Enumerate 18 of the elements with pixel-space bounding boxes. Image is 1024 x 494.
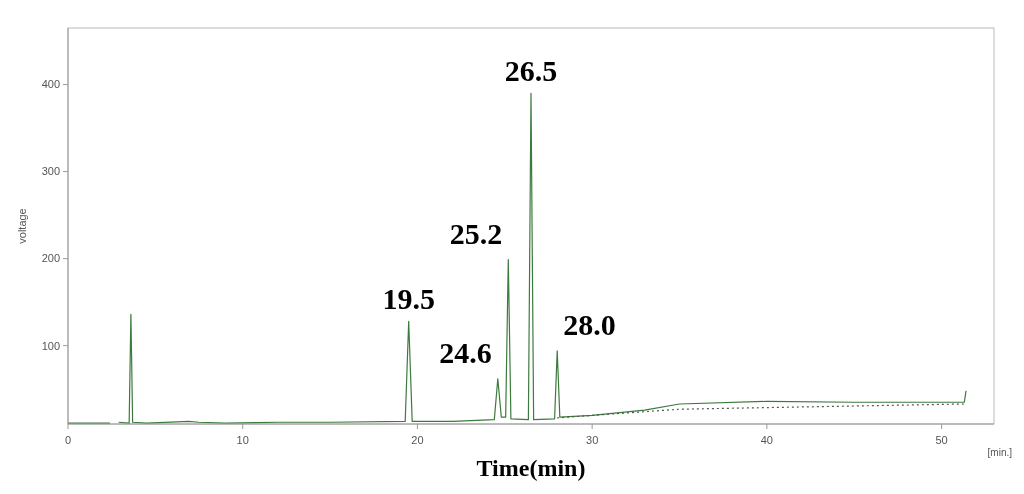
y-tick-label: 100 (41, 339, 60, 352)
y-axis-title: voltage (16, 208, 28, 244)
annotation: 24.6 (439, 335, 492, 369)
text: [min.] (987, 447, 1013, 458)
x-tick-label: 40 (760, 434, 773, 446)
x-tick-label: 10 (236, 434, 249, 446)
x-tick-label: 20 (411, 434, 424, 446)
x-tick-label: 30 (586, 434, 599, 446)
annotation: 28.0 (563, 307, 616, 341)
x-tick-label: 0 (64, 434, 72, 446)
annotation: 26.5 (504, 54, 558, 88)
y-tick-label: 300 (41, 165, 60, 178)
x-axis-title: Time(min) (476, 455, 586, 481)
x-tick-label: 50 (935, 434, 948, 446)
y-tick-label: 400 (41, 78, 60, 91)
y-tick-label: 200 (41, 252, 60, 265)
annotation: 25.2 (449, 216, 503, 250)
annotation: 19.5 (382, 282, 435, 316)
